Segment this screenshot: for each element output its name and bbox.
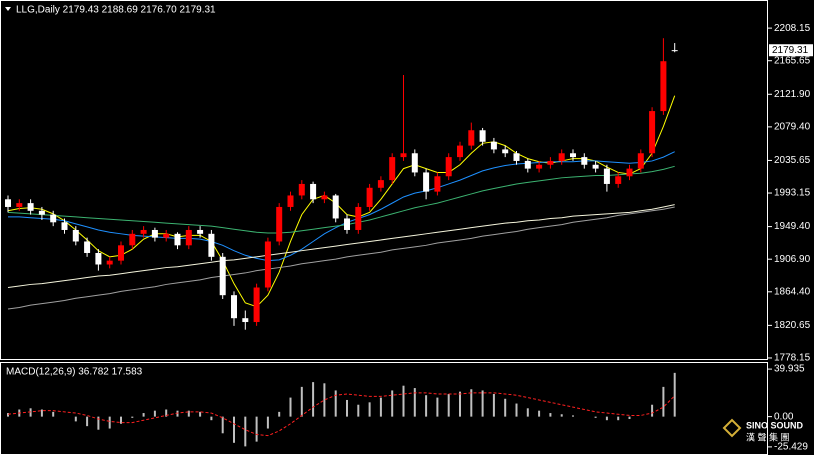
candle-body <box>72 229 79 242</box>
candle-body <box>502 149 509 154</box>
candle-body <box>547 160 554 165</box>
candle-body <box>208 233 215 257</box>
candle-body <box>400 153 407 158</box>
candle-body <box>5 199 11 207</box>
candle-body <box>490 141 497 150</box>
candle-body <box>27 203 34 211</box>
candle-body <box>513 153 520 161</box>
candle-body <box>581 157 588 165</box>
y-tick-label: 1864.40 <box>774 286 811 297</box>
candle-body <box>468 130 475 146</box>
candle-body <box>242 318 249 323</box>
candle-body <box>344 218 350 230</box>
candle-body <box>660 61 667 112</box>
candle-body <box>118 245 124 261</box>
watermark: SINO SOUND 漢 聲 集 團 <box>722 418 804 442</box>
candle-body <box>536 164 543 169</box>
candle-body <box>264 241 271 288</box>
watermark-logo <box>722 418 742 438</box>
candle-body <box>298 183 305 196</box>
price-header: LLG,Daily 2179.43 2188.69 2176.70 2179.3… <box>16 5 216 16</box>
candle-body <box>231 295 237 319</box>
candle-body <box>389 157 396 181</box>
candle-body <box>366 187 373 207</box>
macd-header: MACD(12,26,9) 36.782 17.583 <box>6 367 143 378</box>
candle-body <box>151 229 158 238</box>
candle-body <box>174 233 181 246</box>
y-tick-label: 2121.90 <box>774 89 811 100</box>
candle-body <box>163 233 170 238</box>
y-tick-label: 2035.65 <box>774 155 811 166</box>
y-tick-label: 1820.65 <box>774 320 811 331</box>
current-price: 2179.31 <box>772 45 809 56</box>
candle-body <box>592 164 599 169</box>
candle-body <box>626 168 633 177</box>
watermark-brand: SINO SOUND <box>746 420 804 430</box>
candle-body <box>276 206 283 242</box>
y-tick-label: 1778.15 <box>774 353 811 364</box>
candle-body <box>332 195 339 219</box>
moving-average <box>7 165 675 234</box>
watermark-chinese: 漢 聲 集 團 <box>746 431 790 442</box>
candle-body <box>671 50 678 52</box>
moving-average <box>8 151 675 262</box>
candle-body <box>637 153 644 169</box>
candle-body <box>355 206 362 230</box>
moving-average <box>7 204 675 289</box>
candle-body <box>50 214 57 223</box>
candle-body <box>615 176 622 184</box>
candle-body <box>423 172 430 192</box>
candle-body <box>253 287 260 323</box>
candle-body <box>649 111 656 154</box>
price-box <box>769 44 813 57</box>
candle-body <box>129 233 136 246</box>
candle-body <box>310 183 317 200</box>
candle-body <box>457 145 463 158</box>
candle-body <box>558 153 565 161</box>
candle-body <box>106 260 113 265</box>
y-tick-label: 2208.15 <box>774 23 811 34</box>
candle-body <box>570 153 576 158</box>
candle-body <box>321 195 328 200</box>
candle-body <box>445 157 452 177</box>
candle-body <box>411 153 418 173</box>
candle-body <box>524 160 531 169</box>
y-tick-label: 2079.40 <box>774 122 811 133</box>
candle-body <box>287 195 294 207</box>
candle-body <box>84 241 91 253</box>
candle-body <box>185 229 192 246</box>
candle-body <box>603 168 610 184</box>
y-tick-label: 39.935 <box>774 364 805 375</box>
candle-body <box>95 252 102 265</box>
y-tick-label: 2165.65 <box>774 55 811 66</box>
candle-body <box>479 130 486 142</box>
price-frame <box>0 0 768 360</box>
moving-average <box>7 206 675 310</box>
signal-line <box>7 392 676 437</box>
y-tick-label: 1949.40 <box>774 221 811 232</box>
y-tick-label: 0.00 <box>774 411 794 422</box>
candle-body <box>377 180 384 188</box>
y-tick-label: 1993.15 <box>774 188 811 199</box>
candle-body <box>434 176 441 192</box>
candle-body <box>219 256 226 296</box>
candle-body <box>16 203 23 207</box>
header-arrow <box>5 7 11 11</box>
candle-body <box>38 210 45 215</box>
candle-body <box>61 222 68 230</box>
candle-body <box>197 229 204 234</box>
y-tick-label: 1906.90 <box>774 254 811 265</box>
candle-body <box>140 229 147 234</box>
y-tick-label: -25.429 <box>774 442 808 453</box>
